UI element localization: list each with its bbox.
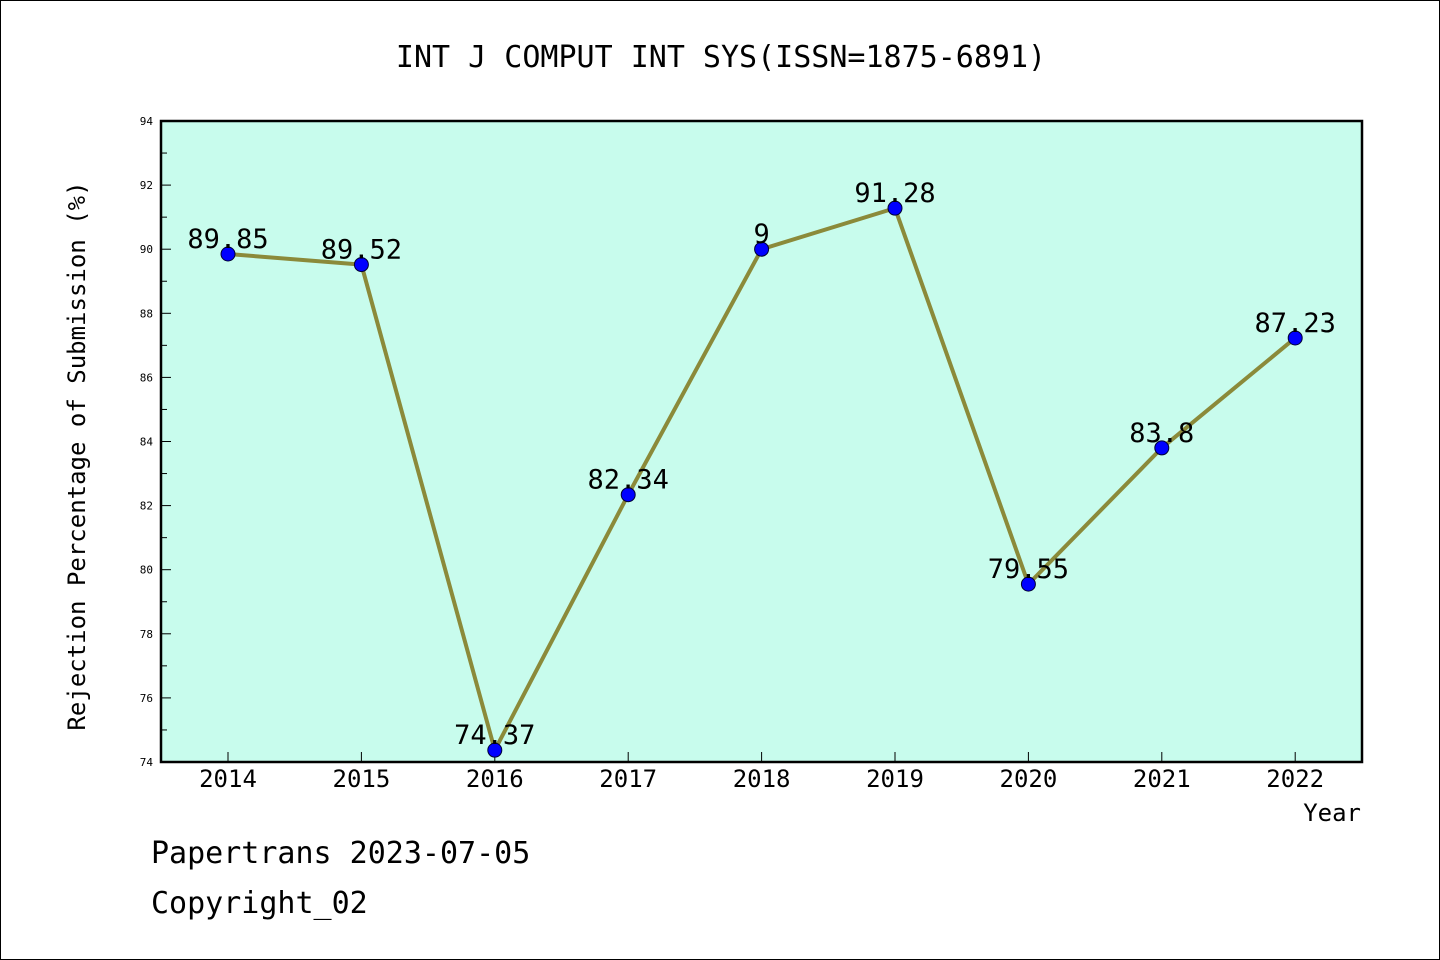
- y-tick-label: 92: [140, 179, 153, 192]
- x-tick-label: 2020: [1000, 765, 1058, 793]
- x-tick-label: 2014: [199, 765, 257, 793]
- y-tick-label: 78: [140, 628, 153, 641]
- data-point: [220, 246, 236, 262]
- chart-title: INT J COMPUT INT SYS(ISSN=1875-6891): [396, 40, 1046, 75]
- data-point: [754, 241, 770, 257]
- data-point: [1154, 440, 1170, 456]
- footer-date: Papertrans 2023-07-05: [151, 836, 531, 871]
- x-tick-label: 2016: [466, 765, 524, 793]
- data-point: [353, 257, 369, 273]
- y-axis-label: Rejection Percentage of Submission (%): [63, 181, 91, 730]
- x-tick-label: 2015: [333, 765, 391, 793]
- data-label: 83.8: [1129, 418, 1194, 449]
- data-label: 79.55: [988, 554, 1069, 585]
- y-tick-label: 74: [140, 756, 154, 769]
- y-tick-label: 90: [140, 243, 153, 256]
- data-point: [1287, 330, 1303, 346]
- y-tick-label: 76: [140, 692, 153, 705]
- data-label: 87.23: [1255, 308, 1336, 339]
- x-tick-label: 2017: [599, 765, 657, 793]
- data-points: [220, 200, 1303, 758]
- data-label: 91.28: [854, 178, 935, 209]
- y-tick-label: 80: [140, 564, 153, 577]
- data-label: 82.34: [588, 465, 669, 496]
- y-tick-label: 94: [140, 115, 154, 128]
- y-tick-label: 82: [140, 500, 153, 513]
- axis-ticks: 74 76 78 80 82 84 86 88 90 92 94 2014 2015 2016 2017 20…: [140, 115, 1324, 793]
- x-axis-label: Year: [1303, 799, 1361, 827]
- data-point: [487, 742, 503, 758]
- data-labels: 89.85 89.52 74.37 82.34 9 91.28 79.55 83.8 87.23: [187, 178, 1335, 751]
- data-label: 9: [753, 219, 769, 250]
- data-point: [1020, 576, 1036, 592]
- data-label: 74.37: [454, 720, 535, 751]
- data-label: 89.52: [321, 235, 402, 266]
- y-tick-label: 88: [140, 307, 153, 320]
- data-point: [887, 200, 903, 216]
- y-tick-label: 86: [140, 371, 153, 384]
- data-label: 89.85: [187, 224, 268, 255]
- x-tick-label: 2022: [1266, 765, 1324, 793]
- x-tick-label: 2021: [1133, 765, 1191, 793]
- plot-frame: [159, 119, 1364, 764]
- footer-copyright: Copyright_02: [151, 886, 368, 921]
- x-tick-label: 2019: [866, 765, 924, 793]
- data-point: [620, 487, 636, 503]
- x-tick-label: 2018: [733, 765, 791, 793]
- y-tick-label: 84: [140, 436, 154, 449]
